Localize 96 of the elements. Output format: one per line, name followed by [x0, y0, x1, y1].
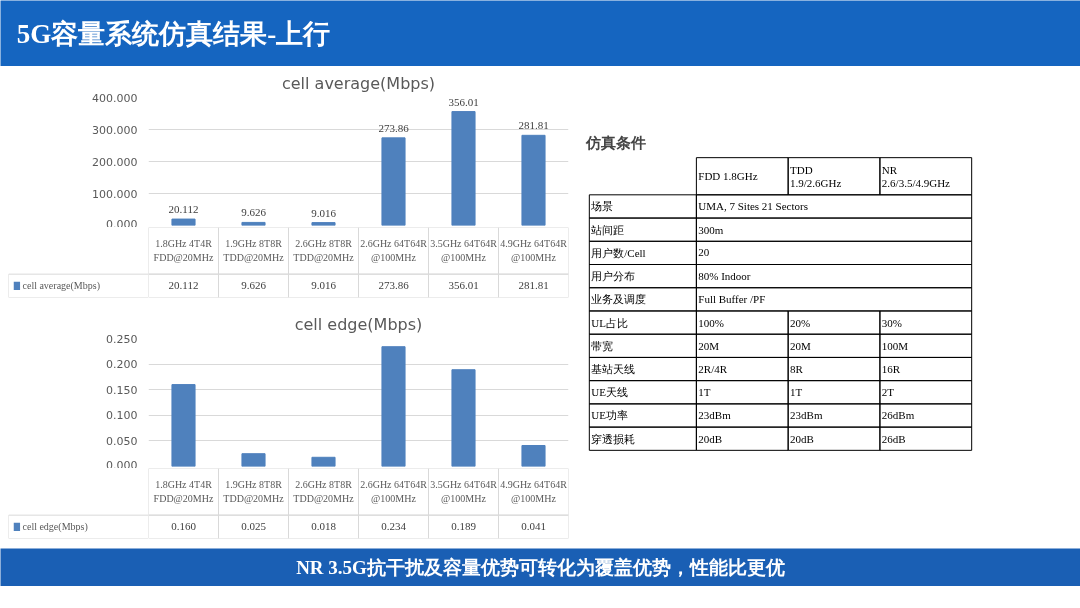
x-tick-label: 1.8GHz 4T4R FDD@20MHz: [153, 238, 214, 264]
category-label: UE天线: [591, 386, 628, 399]
bar: [521, 134, 546, 226]
text: NR 3.5G抗干扰及容量优势可转化为覆盖优势，性能比更优: [296, 557, 785, 578]
x-tick-label: 2.6GHz 8T8R TDD@20MHz: [293, 479, 355, 505]
text: 9.626: [241, 206, 266, 219]
text: 100M: [881, 339, 909, 352]
text: 30%: [881, 316, 902, 329]
bar: [311, 222, 336, 226]
text: 2R/4R: [698, 363, 728, 376]
category-label: UE功率: [591, 409, 628, 422]
category-label: 场景: [591, 200, 614, 213]
text: 16R: [881, 363, 901, 376]
text: 1T: [698, 386, 711, 399]
bar: [451, 369, 476, 467]
text: 26dBm: [881, 409, 915, 422]
bar: [311, 456, 336, 467]
y-tick-label: 0.250: [106, 332, 138, 346]
x-tick-label: 2.6GHz 64T64R @100MHz: [360, 238, 428, 264]
category-label: 业务及调度: [591, 293, 647, 306]
text: 9.016: [311, 206, 336, 219]
bar: [521, 445, 546, 467]
category-label: TDD 1.9/2.6GHz: [790, 163, 842, 189]
text: 100%: [698, 316, 724, 329]
category-label: 用户数/Cell: [591, 246, 646, 259]
data-label: 9.016: [311, 279, 337, 292]
text: 0.025: [241, 520, 266, 533]
x-tick-label: 4.9GHz 64T64R @100MHz: [500, 238, 568, 264]
chart-title: cell average(Mbps): [281, 73, 436, 93]
bar: [171, 384, 196, 467]
text: 300m: [698, 223, 724, 236]
text: 20.112: [168, 203, 199, 216]
data-label: 20.112: [168, 279, 199, 292]
category-label: 用户分布: [591, 270, 636, 283]
y-tick-label: 100.000: [92, 187, 138, 201]
y-tick-label: 0.100: [106, 409, 138, 423]
legend-label: cell edge(Mbps): [22, 521, 88, 534]
y-tick-label: 0.050: [106, 434, 138, 448]
text: 26dB: [881, 432, 906, 445]
text: 20: [698, 246, 710, 259]
text: 273.86: [378, 121, 409, 134]
x-tick-label: 1.8GHz 4T4R FDD@20MHz: [153, 479, 214, 505]
data-label: 9.626: [241, 279, 267, 292]
bar: [171, 218, 196, 226]
legend-label: cell average(Mbps): [22, 280, 100, 293]
data-label: 273.86: [378, 279, 410, 292]
text: 0.041: [521, 520, 546, 533]
y-tick-label: 200.000: [92, 155, 138, 169]
chart-title: cell edge(Mbps): [294, 314, 423, 334]
text: 0.189: [451, 520, 476, 533]
text: 仿真条件: [584, 133, 646, 152]
category-label: 站间距: [591, 223, 625, 236]
category-label: UL占比: [591, 316, 628, 329]
category-label: 带宽: [591, 339, 614, 352]
y-tick-label: 0.150: [106, 383, 138, 397]
x-tick-label: 2.6GHz 64T64R @100MHz: [360, 479, 428, 505]
text: 281.81: [518, 119, 549, 132]
text: 0.234: [381, 520, 406, 533]
text: 20dB: [790, 432, 814, 445]
x-tick-label: 2.6GHz 8T8R TDD@20MHz: [293, 238, 355, 264]
category-label: 基站天线: [591, 363, 636, 376]
text: 8R: [790, 363, 803, 376]
x-tick-label: 3.5GHz 64T64R @100MHz: [430, 479, 498, 505]
x-tick-label: 1.9GHz 8T8R TDD@20MHz: [223, 238, 285, 264]
text: 20dB: [698, 432, 723, 445]
text: 20%: [790, 316, 811, 329]
text: 23dBm: [790, 409, 823, 422]
text: UMA, 7 Sites 21 Sectors: [698, 200, 808, 213]
y-tick-label: 400.000: [92, 91, 138, 105]
category-label: NR 2.6/3.5/4.9GHz: [881, 163, 951, 189]
category-label: FDD 1.8GHz: [698, 170, 758, 183]
text: 23dBm: [698, 409, 731, 422]
text: 5G容量系统仿真结果-上行: [16, 18, 331, 49]
bar: [241, 453, 266, 467]
category-label: 穿透损耗: [591, 432, 636, 445]
x-tick-label: 4.9GHz 64T64R @100MHz: [500, 479, 568, 505]
text: Full Buffer /PF: [698, 293, 766, 306]
text: 0.160: [171, 520, 196, 533]
text: 80% Indoor: [698, 270, 751, 283]
data-label: 356.01: [448, 279, 479, 292]
data-label: 281.81: [518, 279, 549, 292]
y-tick-label: 0.000: [106, 217, 138, 231]
bar: [381, 137, 406, 226]
text: 20M: [790, 339, 811, 352]
text: 2T: [881, 386, 895, 399]
x-tick-label: 1.9GHz 8T8R TDD@20MHz: [223, 479, 285, 505]
y-tick-label: 0.000: [106, 458, 138, 472]
bar: [381, 346, 406, 467]
y-tick-label: 300.000: [92, 123, 138, 137]
text: 20M: [698, 339, 720, 352]
bar: [451, 111, 476, 226]
text: 356.01: [448, 95, 479, 108]
y-tick-label: 0.200: [106, 358, 138, 372]
text: 0.018: [311, 520, 336, 533]
text: 1T: [790, 386, 803, 399]
x-tick-label: 3.5GHz 64T64R @100MHz: [430, 238, 498, 264]
